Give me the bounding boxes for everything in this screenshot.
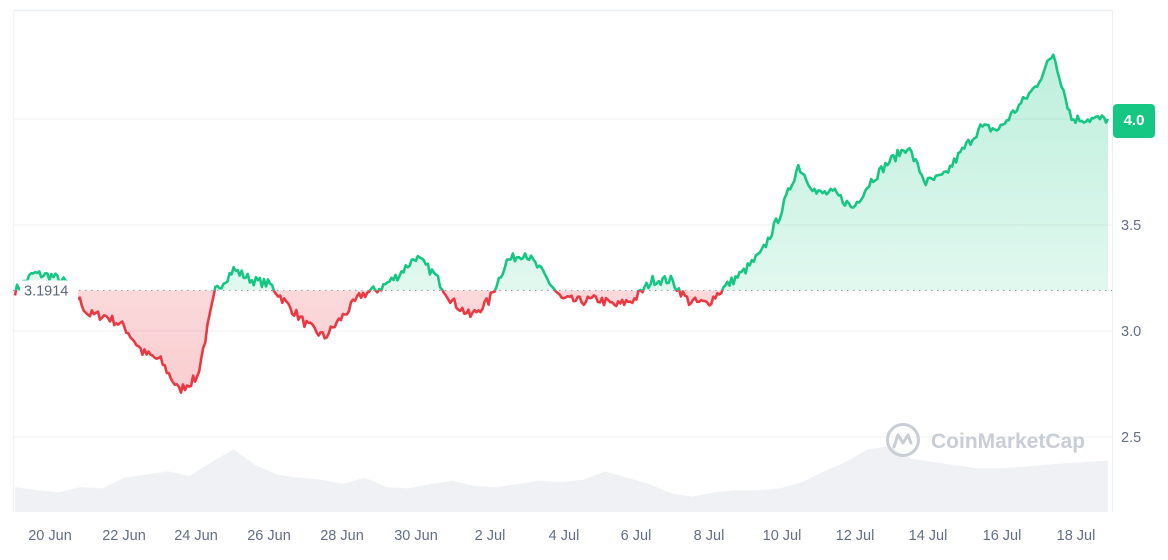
price-line-up[interactable] xyxy=(14,53,1110,393)
baseline-label: 3.1914 xyxy=(24,283,68,299)
x-tick-label: 10 Jul xyxy=(763,528,802,544)
x-tick-label: 30 Jun xyxy=(394,528,438,544)
y-tick-label: 3.5 xyxy=(1121,218,1141,234)
x-tick-label: 16 Jul xyxy=(983,528,1022,544)
area-below-baseline xyxy=(15,290,723,393)
area-above-baseline xyxy=(15,54,1108,291)
x-tick-label: 6 Jul xyxy=(621,528,652,544)
coinmarketcap-watermark: CoinMarketCap xyxy=(886,423,1085,457)
x-tick-label: 26 Jun xyxy=(247,528,291,544)
x-tick-label: 28 Jun xyxy=(320,528,364,544)
x-tick-label: 8 Jul xyxy=(694,528,725,544)
y-axis: 2.53.03.54.0 xyxy=(1121,112,1141,446)
current-price-badge: 4.0 xyxy=(1113,104,1155,138)
chart-frame xyxy=(12,9,1113,512)
svg-text:4.0: 4.0 xyxy=(1124,112,1145,129)
x-tick-label: 14 Jul xyxy=(909,528,948,544)
x-tick-label: 20 Jun xyxy=(28,528,72,544)
x-tick-label: 18 Jul xyxy=(1057,528,1096,544)
baseline-label-bg xyxy=(20,280,78,301)
x-axis: 20 Jun 22 Jun 24 Jun 26 Jun 28 Jun 30 Jun 2 Ju… xyxy=(28,528,1095,544)
volume-area xyxy=(15,446,1108,512)
coinmarketcap-logo-icon xyxy=(886,423,920,457)
watermark-text: CoinMarketCap xyxy=(931,430,1085,453)
x-tick-label: 4 Jul xyxy=(549,528,580,544)
x-tick-label: 24 Jun xyxy=(174,528,218,544)
price-line-down[interactable] xyxy=(13,55,1108,394)
x-tick-label: 12 Jul xyxy=(836,528,875,544)
y-tick-label: 2.5 xyxy=(1121,430,1141,446)
x-tick-label: 22 Jun xyxy=(102,528,146,544)
y-tick-label: 3.0 xyxy=(1121,324,1141,340)
x-tick-label: 2 Jul xyxy=(475,528,506,544)
